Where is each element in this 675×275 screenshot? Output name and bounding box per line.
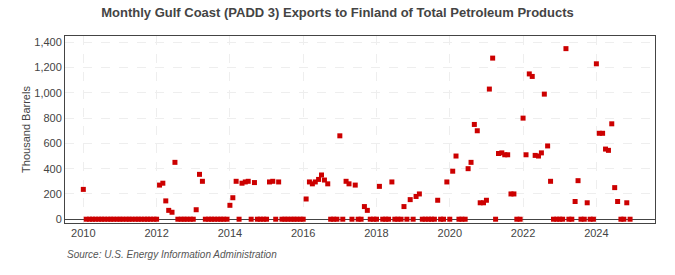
svg-text:200: 200 — [43, 188, 61, 200]
svg-text:600: 600 — [43, 137, 61, 149]
svg-text:2010: 2010 — [71, 227, 95, 239]
svg-text:2022: 2022 — [511, 227, 535, 239]
svg-text:1,000: 1,000 — [34, 87, 62, 99]
svg-text:Source: U.S. Energy Informatio: Source: U.S. Energy Information Administ… — [67, 249, 277, 260]
svg-text:400: 400 — [43, 163, 61, 175]
svg-text:2016: 2016 — [291, 227, 315, 239]
svg-text:2012: 2012 — [144, 227, 168, 239]
svg-text:2018: 2018 — [364, 227, 388, 239]
svg-text:1,200: 1,200 — [34, 61, 62, 73]
svg-text:Monthly Gulf Coast (PADD 3) Ex: Monthly Gulf Coast (PADD 3) Exports to F… — [101, 5, 574, 20]
svg-text:Thousand Barrels: Thousand Barrels — [20, 86, 32, 173]
svg-text:800: 800 — [43, 112, 61, 124]
svg-text:1,400: 1,400 — [34, 36, 62, 48]
svg-text:2020: 2020 — [438, 227, 462, 239]
svg-text:0: 0 — [56, 213, 62, 225]
svg-text:2024: 2024 — [584, 227, 608, 239]
svg-text:2014: 2014 — [218, 227, 242, 239]
